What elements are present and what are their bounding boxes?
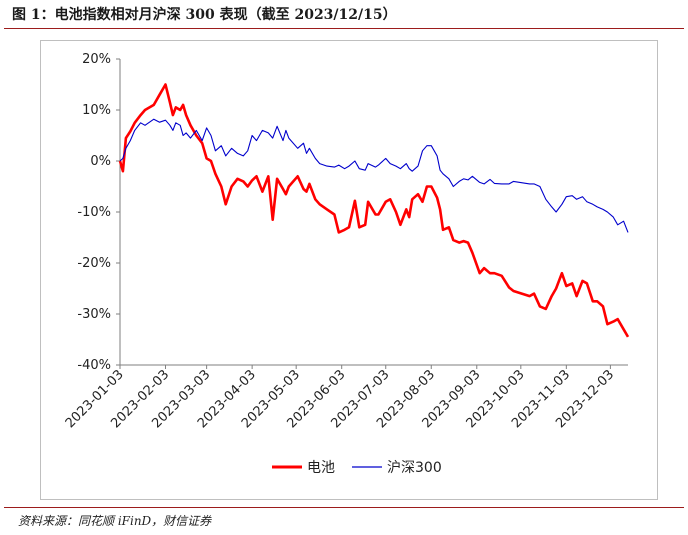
y-tick-label: -40%: [77, 358, 111, 373]
series-line-csi300: [119, 118, 629, 233]
y-tick-label: 10%: [82, 103, 111, 118]
title-rule: [4, 28, 684, 29]
y-tick-label: 20%: [82, 52, 111, 67]
y-tick-label: 0%: [90, 154, 111, 169]
source-rule: [4, 507, 684, 508]
legend-csi300-label: 沪深300: [387, 460, 442, 476]
figure-title: 图 1：电池指数相对月沪深 300 表现（截至 2023/12/15）: [12, 7, 397, 23]
y-tick-label: -10%: [77, 205, 111, 220]
legend-battery-label: 电池: [307, 460, 335, 476]
series-line-battery: [118, 83, 630, 338]
y-tick-label: -30%: [77, 307, 111, 322]
y-tick-label: -20%: [77, 256, 111, 271]
source-note: 资料来源：同花顺 iFinD，财信证券: [18, 514, 212, 528]
chart-frame: [40, 40, 658, 500]
